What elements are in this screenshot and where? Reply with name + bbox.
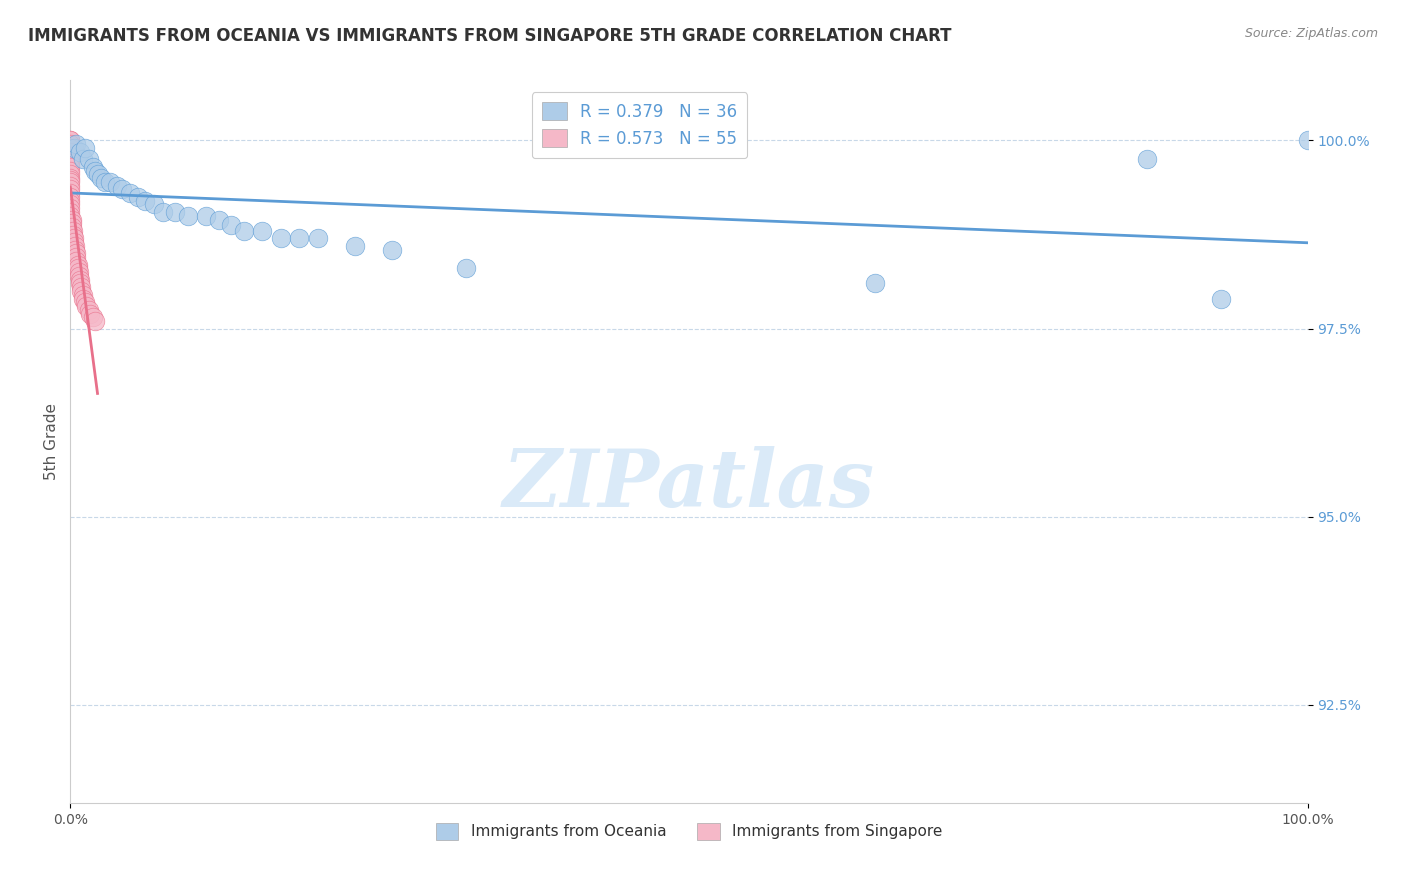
Point bbox=[67, 268, 90, 283]
Point bbox=[208, 212, 231, 227]
Point bbox=[59, 160, 82, 174]
Point bbox=[127, 190, 149, 204]
Point bbox=[82, 160, 104, 174]
Point bbox=[62, 227, 84, 242]
Point bbox=[69, 273, 91, 287]
Point bbox=[143, 197, 166, 211]
Point bbox=[59, 172, 82, 186]
Point bbox=[232, 224, 254, 238]
Point bbox=[79, 307, 101, 321]
Point bbox=[59, 197, 82, 211]
Point bbox=[111, 182, 134, 196]
Point bbox=[59, 137, 82, 152]
Point bbox=[72, 287, 94, 301]
Point bbox=[60, 220, 83, 235]
Text: IMMIGRANTS FROM OCEANIA VS IMMIGRANTS FROM SINGAPORE 5TH GRADE CORRELATION CHART: IMMIGRANTS FROM OCEANIA VS IMMIGRANTS FR… bbox=[28, 27, 952, 45]
Point bbox=[69, 277, 91, 291]
Point bbox=[90, 171, 112, 186]
Point bbox=[77, 302, 100, 317]
Point bbox=[98, 175, 121, 189]
Point bbox=[270, 231, 292, 245]
Legend: Immigrants from Oceania, Immigrants from Singapore: Immigrants from Oceania, Immigrants from… bbox=[429, 817, 949, 846]
Point bbox=[75, 141, 97, 155]
Point bbox=[84, 314, 107, 328]
Point bbox=[195, 209, 218, 223]
Point bbox=[59, 182, 82, 196]
Point bbox=[250, 224, 273, 238]
Point bbox=[59, 145, 82, 159]
Point bbox=[165, 205, 187, 219]
Point bbox=[59, 186, 82, 201]
Point bbox=[118, 186, 141, 201]
Point bbox=[59, 148, 82, 162]
Point bbox=[59, 209, 82, 223]
Point bbox=[288, 231, 311, 245]
Text: ZIPatlas: ZIPatlas bbox=[503, 446, 875, 524]
Point bbox=[75, 299, 97, 313]
Point bbox=[70, 284, 93, 298]
Point bbox=[105, 178, 128, 193]
Point bbox=[66, 261, 89, 276]
Point bbox=[65, 239, 87, 253]
Point bbox=[63, 231, 86, 245]
Point bbox=[60, 212, 83, 227]
Y-axis label: 5th Grade: 5th Grade bbox=[44, 403, 59, 480]
Point bbox=[152, 205, 174, 219]
Point bbox=[59, 134, 82, 148]
Point bbox=[343, 239, 366, 253]
Point bbox=[63, 235, 86, 249]
Point bbox=[381, 243, 404, 257]
Point bbox=[134, 194, 156, 208]
Point bbox=[59, 205, 82, 219]
Point bbox=[75, 295, 97, 310]
Point bbox=[70, 280, 93, 294]
Point bbox=[62, 224, 84, 238]
Point bbox=[65, 243, 87, 257]
Point bbox=[65, 254, 87, 268]
Point bbox=[59, 141, 82, 155]
Point bbox=[69, 145, 91, 159]
Point bbox=[59, 178, 82, 193]
Point bbox=[59, 171, 82, 186]
Point bbox=[59, 163, 82, 178]
Point bbox=[219, 218, 242, 232]
Point bbox=[77, 153, 100, 167]
Point bbox=[177, 209, 200, 223]
Point bbox=[307, 231, 329, 245]
Point bbox=[863, 277, 886, 291]
Point bbox=[59, 190, 82, 204]
Point bbox=[59, 201, 82, 215]
Point bbox=[65, 250, 87, 264]
Point bbox=[1136, 153, 1159, 167]
Point bbox=[65, 246, 87, 260]
Point bbox=[59, 141, 82, 155]
Point bbox=[65, 137, 87, 152]
Point bbox=[59, 175, 82, 189]
Point bbox=[59, 148, 82, 162]
Point bbox=[59, 156, 82, 170]
Point bbox=[66, 258, 89, 272]
Point bbox=[72, 292, 94, 306]
Point bbox=[82, 310, 104, 325]
Point bbox=[63, 141, 86, 155]
Point bbox=[84, 163, 107, 178]
Point bbox=[1209, 292, 1232, 306]
Point bbox=[86, 167, 108, 181]
Text: Source: ZipAtlas.com: Source: ZipAtlas.com bbox=[1244, 27, 1378, 40]
Point bbox=[59, 134, 82, 148]
Point bbox=[1296, 134, 1319, 148]
Point bbox=[59, 145, 82, 159]
Point bbox=[59, 167, 82, 181]
Point bbox=[72, 153, 94, 167]
Point bbox=[456, 261, 478, 276]
Point bbox=[59, 194, 82, 208]
Point bbox=[94, 175, 117, 189]
Point bbox=[59, 156, 82, 170]
Point bbox=[59, 153, 82, 167]
Point bbox=[67, 265, 90, 279]
Point bbox=[60, 216, 83, 230]
